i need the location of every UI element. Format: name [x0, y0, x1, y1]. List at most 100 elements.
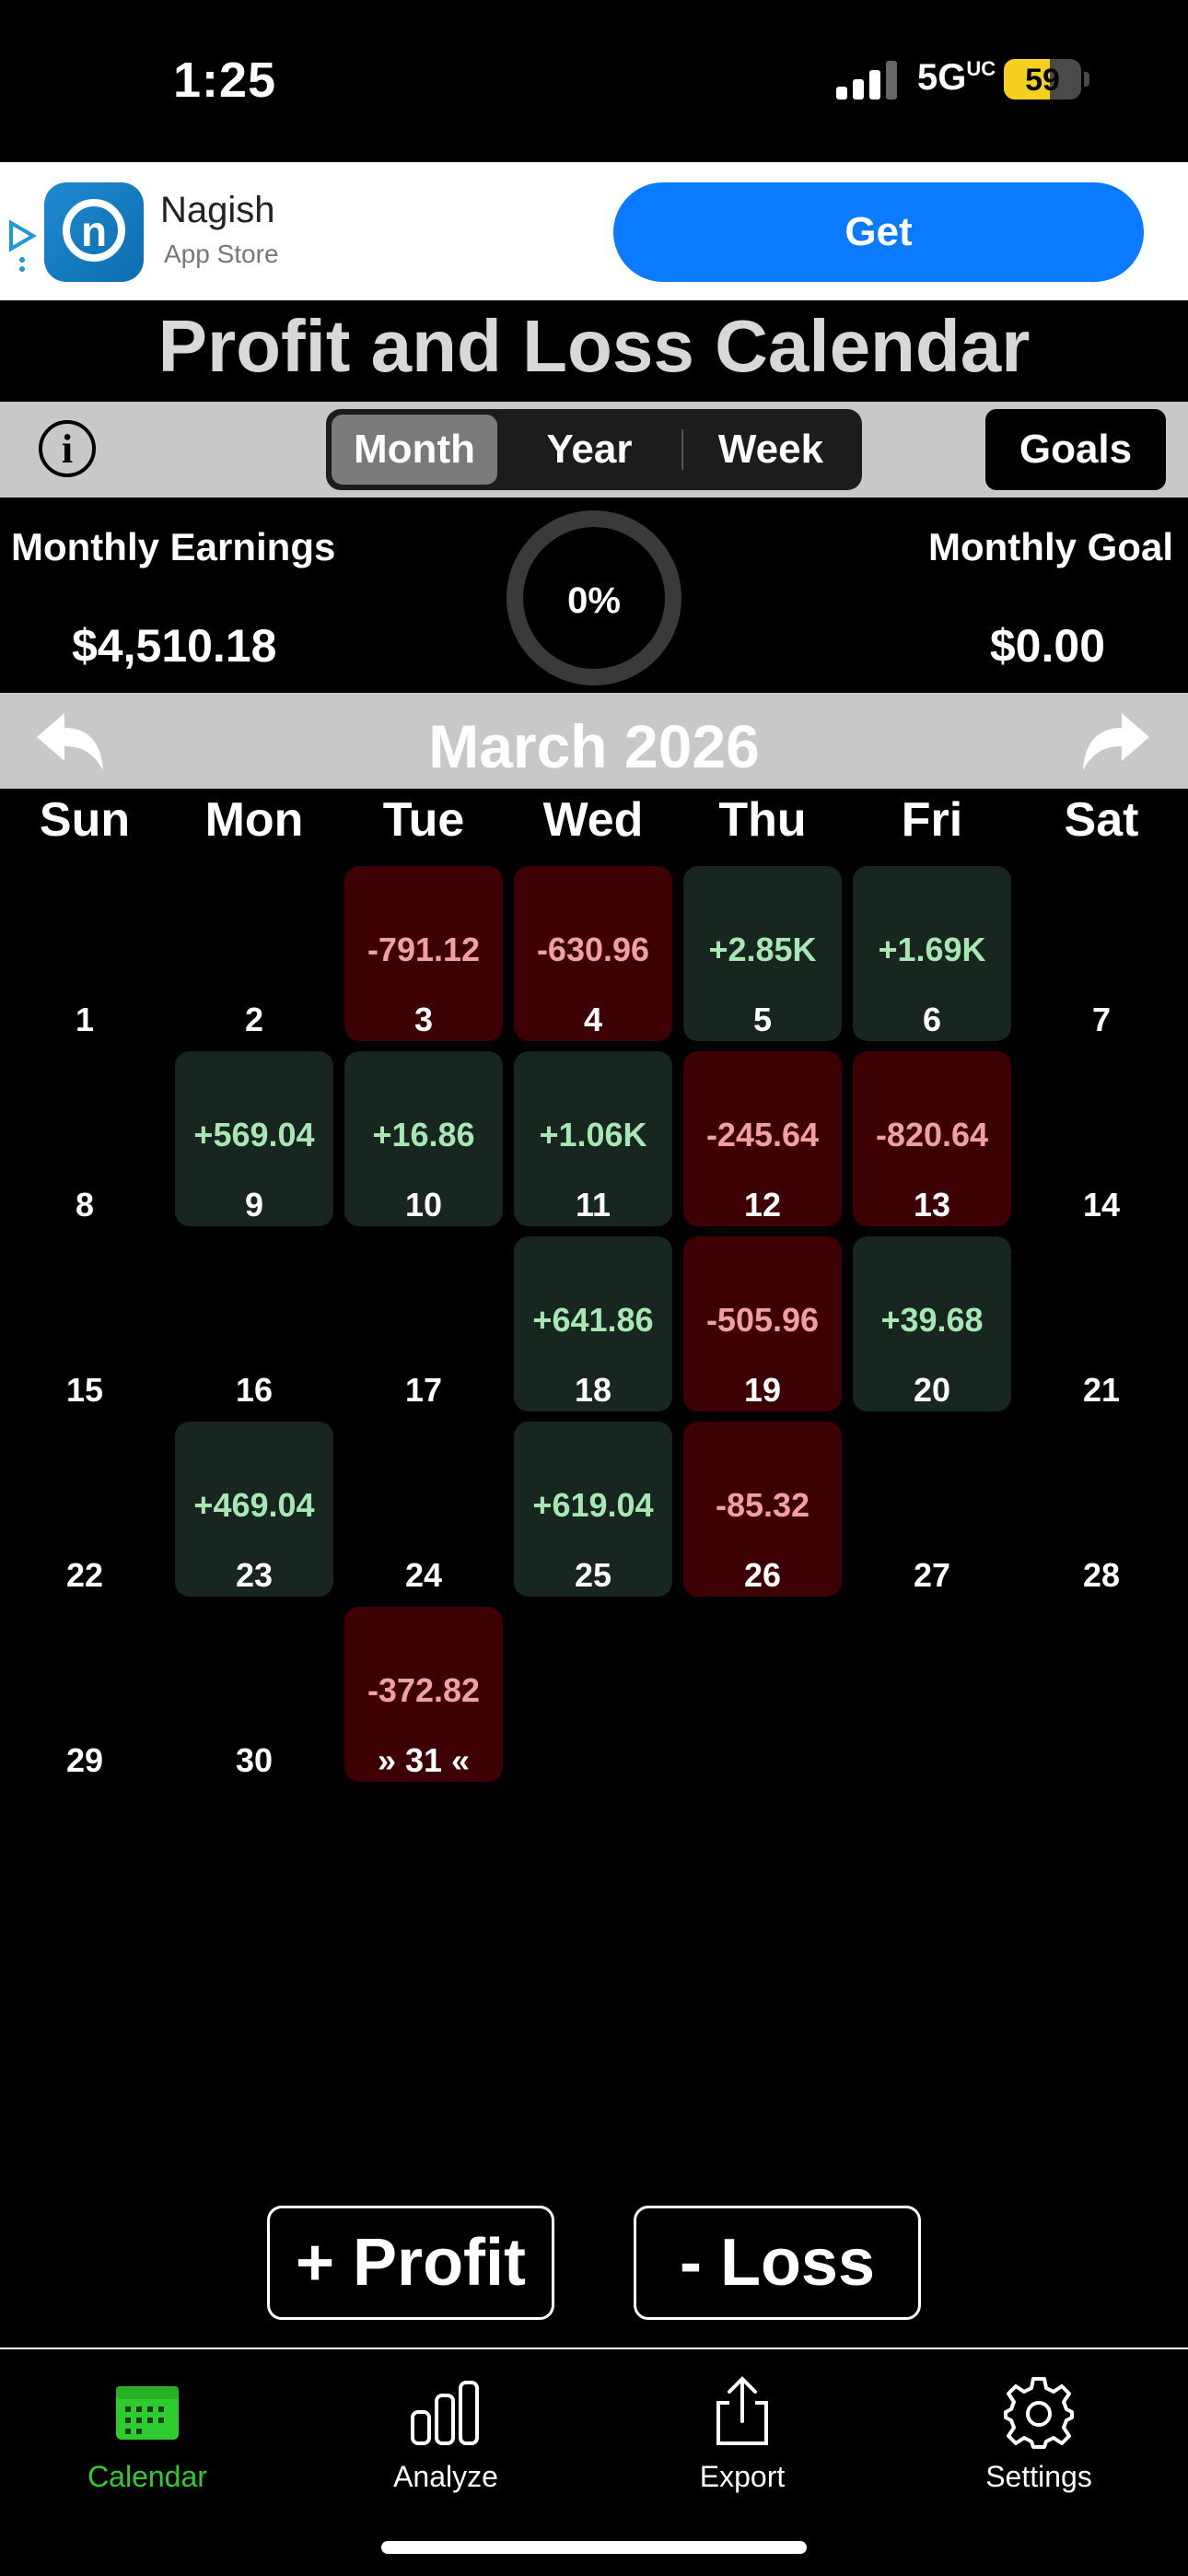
- weekday-sun: Sun: [39, 793, 131, 847]
- day-number: 2: [244, 1001, 264, 1038]
- calendar-day-cell[interactable]: 16: [175, 1236, 333, 1411]
- home-indicator[interactable]: [381, 2541, 807, 2554]
- monthly-goal-value: $0.00: [989, 620, 1105, 672]
- add-loss-button[interactable]: - Loss: [634, 2206, 921, 2320]
- day-profit-amount: +16.86: [372, 1116, 475, 1153]
- day-number: 27: [913, 1556, 951, 1594]
- goals-button[interactable]: Goals: [985, 409, 1166, 490]
- calendar-day-cell[interactable]: +1.69K 6: [853, 866, 1011, 1041]
- weekday-sat: Sat: [1064, 793, 1139, 847]
- weekday-mon: Mon: [204, 793, 304, 847]
- ad-store-label: App Store: [164, 240, 279, 268]
- ad-app-name[interactable]: Nagish: [160, 190, 275, 230]
- info-icon[interactable]: i: [39, 420, 96, 477]
- calendar-day-cell[interactable]: -820.64 13: [853, 1051, 1011, 1226]
- next-month-icon[interactable]: [1079, 709, 1153, 774]
- calendar-day-cell[interactable]: +2.85K 5: [683, 866, 842, 1041]
- calendar-day-cell[interactable]: 24: [344, 1422, 503, 1597]
- calendar-day-cell[interactable]: 15: [6, 1236, 164, 1411]
- day-number: 9: [244, 1186, 264, 1224]
- segment-month[interactable]: Month: [332, 415, 497, 485]
- prev-month-icon[interactable]: [33, 709, 107, 774]
- weekday-fri: Fri: [901, 793, 963, 847]
- day-number: 20: [913, 1371, 951, 1409]
- app-logo[interactable]: n: [44, 182, 144, 282]
- day-profit-amount: +2.85K: [708, 931, 817, 968]
- day-profit-amount: +1.69K: [878, 931, 986, 968]
- segment-week[interactable]: Week: [717, 427, 824, 472]
- signal-icon: [836, 61, 897, 100]
- calendar-day-cell[interactable]: 21: [1022, 1236, 1181, 1411]
- day-loss-amount: -372.82: [367, 1671, 481, 1709]
- calendar-day-cell[interactable]: -791.12 3: [344, 866, 503, 1041]
- calendar-day-cell[interactable]: -505.96 19: [683, 1236, 842, 1411]
- day-number: 21: [1082, 1371, 1121, 1409]
- tab-calendar[interactable]: Calendar: [28, 2366, 267, 2504]
- day-number: 8: [75, 1186, 95, 1224]
- calendar-day-cell[interactable]: -85.32 26: [683, 1422, 842, 1597]
- calendar-day-cell[interactable]: +469.04 23: [175, 1422, 333, 1597]
- page-title: Profit and Loss Calendar: [157, 305, 1031, 387]
- calendar-day-cell[interactable]: 7: [1022, 866, 1181, 1041]
- day-number: 5: [752, 1001, 773, 1038]
- calendar-day-cell[interactable]: +39.68 20: [853, 1236, 1011, 1411]
- tab-settings-label: Settings: [985, 2460, 1092, 2493]
- status-bar: 1:25 5GUC 59: [0, 0, 1188, 162]
- add-profit-button[interactable]: + Profit: [267, 2206, 554, 2320]
- gear-icon: [1004, 2377, 1074, 2449]
- battery-fill: [1004, 59, 1050, 100]
- monthly-earnings-value: $4,510.18: [72, 620, 277, 672]
- tab-settings[interactable]: Settings: [919, 2366, 1159, 2504]
- day-loss-amount: -505.96: [705, 1301, 820, 1339]
- day-profit-amount: +469.04: [193, 1486, 315, 1524]
- ad-banner[interactable]: n Nagish App Store Get: [0, 162, 1188, 300]
- calendar-day-cell[interactable]: +16.86 10: [344, 1051, 503, 1226]
- battery-cap: [1084, 72, 1089, 87]
- day-loss-amount: -630.96: [536, 931, 650, 968]
- calendar-day-cell[interactable]: +641.86 18: [514, 1236, 672, 1411]
- calendar-day-cell[interactable]: 17: [344, 1236, 503, 1411]
- calendar-day-cell[interactable]: 27: [853, 1422, 1011, 1597]
- calendar-grid: 1 2 -791.12 3 -630.96 4 +2.85K 5 +1.69K 6 7 8 +569.0…: [0, 866, 1188, 1787]
- segment-year[interactable]: Year: [546, 427, 633, 472]
- segment-divider: [681, 429, 683, 470]
- calendar-day-cell[interactable]: -372.82 » 31 «: [344, 1607, 503, 1782]
- tab-export[interactable]: Export: [623, 2366, 862, 2504]
- day-number: 4: [583, 1001, 603, 1038]
- calendar-day-cell[interactable]: -630.96 4: [514, 866, 672, 1041]
- day-profit-amount: +641.86: [532, 1301, 654, 1339]
- calendar-day-cell[interactable]: +569.04 9: [175, 1051, 333, 1226]
- status-time: 1:25: [173, 53, 277, 108]
- ad-get-button[interactable]: Get: [613, 182, 1144, 282]
- calendar-day-cell[interactable]: 28: [1022, 1422, 1181, 1597]
- calendar-day-cell[interactable]: 30: [175, 1607, 333, 1782]
- day-number: 3: [413, 1001, 434, 1038]
- weekday-wed: Wed: [542, 793, 644, 847]
- calendar-day-cell[interactable]: 2: [175, 866, 333, 1041]
- network-label: 5G: [917, 57, 967, 98]
- day-loss-amount: -791.12: [367, 931, 481, 968]
- calendar-day-cell[interactable]: 14: [1022, 1051, 1181, 1226]
- calendar-day-cell[interactable]: -245.64 12: [683, 1051, 842, 1226]
- tab-analyze[interactable]: Analyze: [326, 2366, 565, 2504]
- battery-level: 59: [1025, 63, 1060, 98]
- day-number: 22: [65, 1556, 104, 1594]
- calendar-day-cell[interactable]: 8: [6, 1051, 164, 1226]
- day-number: 19: [743, 1371, 782, 1409]
- day-loss-amount: -85.32: [715, 1486, 810, 1524]
- day-number: 1: [75, 1001, 95, 1038]
- adchoices-icon[interactable]: [6, 219, 39, 275]
- calendar-day-cell[interactable]: +619.04 25: [514, 1422, 672, 1597]
- calendar-day-cell[interactable]: 22: [6, 1422, 164, 1597]
- battery-icon: 59: [1004, 59, 1081, 100]
- calendar-day-cell[interactable]: +1.06K 11: [514, 1051, 672, 1226]
- view-segmented-control: Month Year Week: [326, 409, 862, 490]
- day-number: 16: [235, 1371, 274, 1409]
- monthly-goal-label: Monthly Goal: [928, 525, 1173, 568]
- day-number: 28: [1082, 1556, 1121, 1594]
- tab-bar: Calendar Analyze Export Settings: [0, 2348, 1188, 2576]
- goal-progress-value: 0%: [567, 580, 621, 621]
- calendar-day-cell[interactable]: 29: [6, 1607, 164, 1782]
- day-number: 15: [65, 1371, 104, 1409]
- calendar-day-cell[interactable]: 1: [6, 866, 164, 1041]
